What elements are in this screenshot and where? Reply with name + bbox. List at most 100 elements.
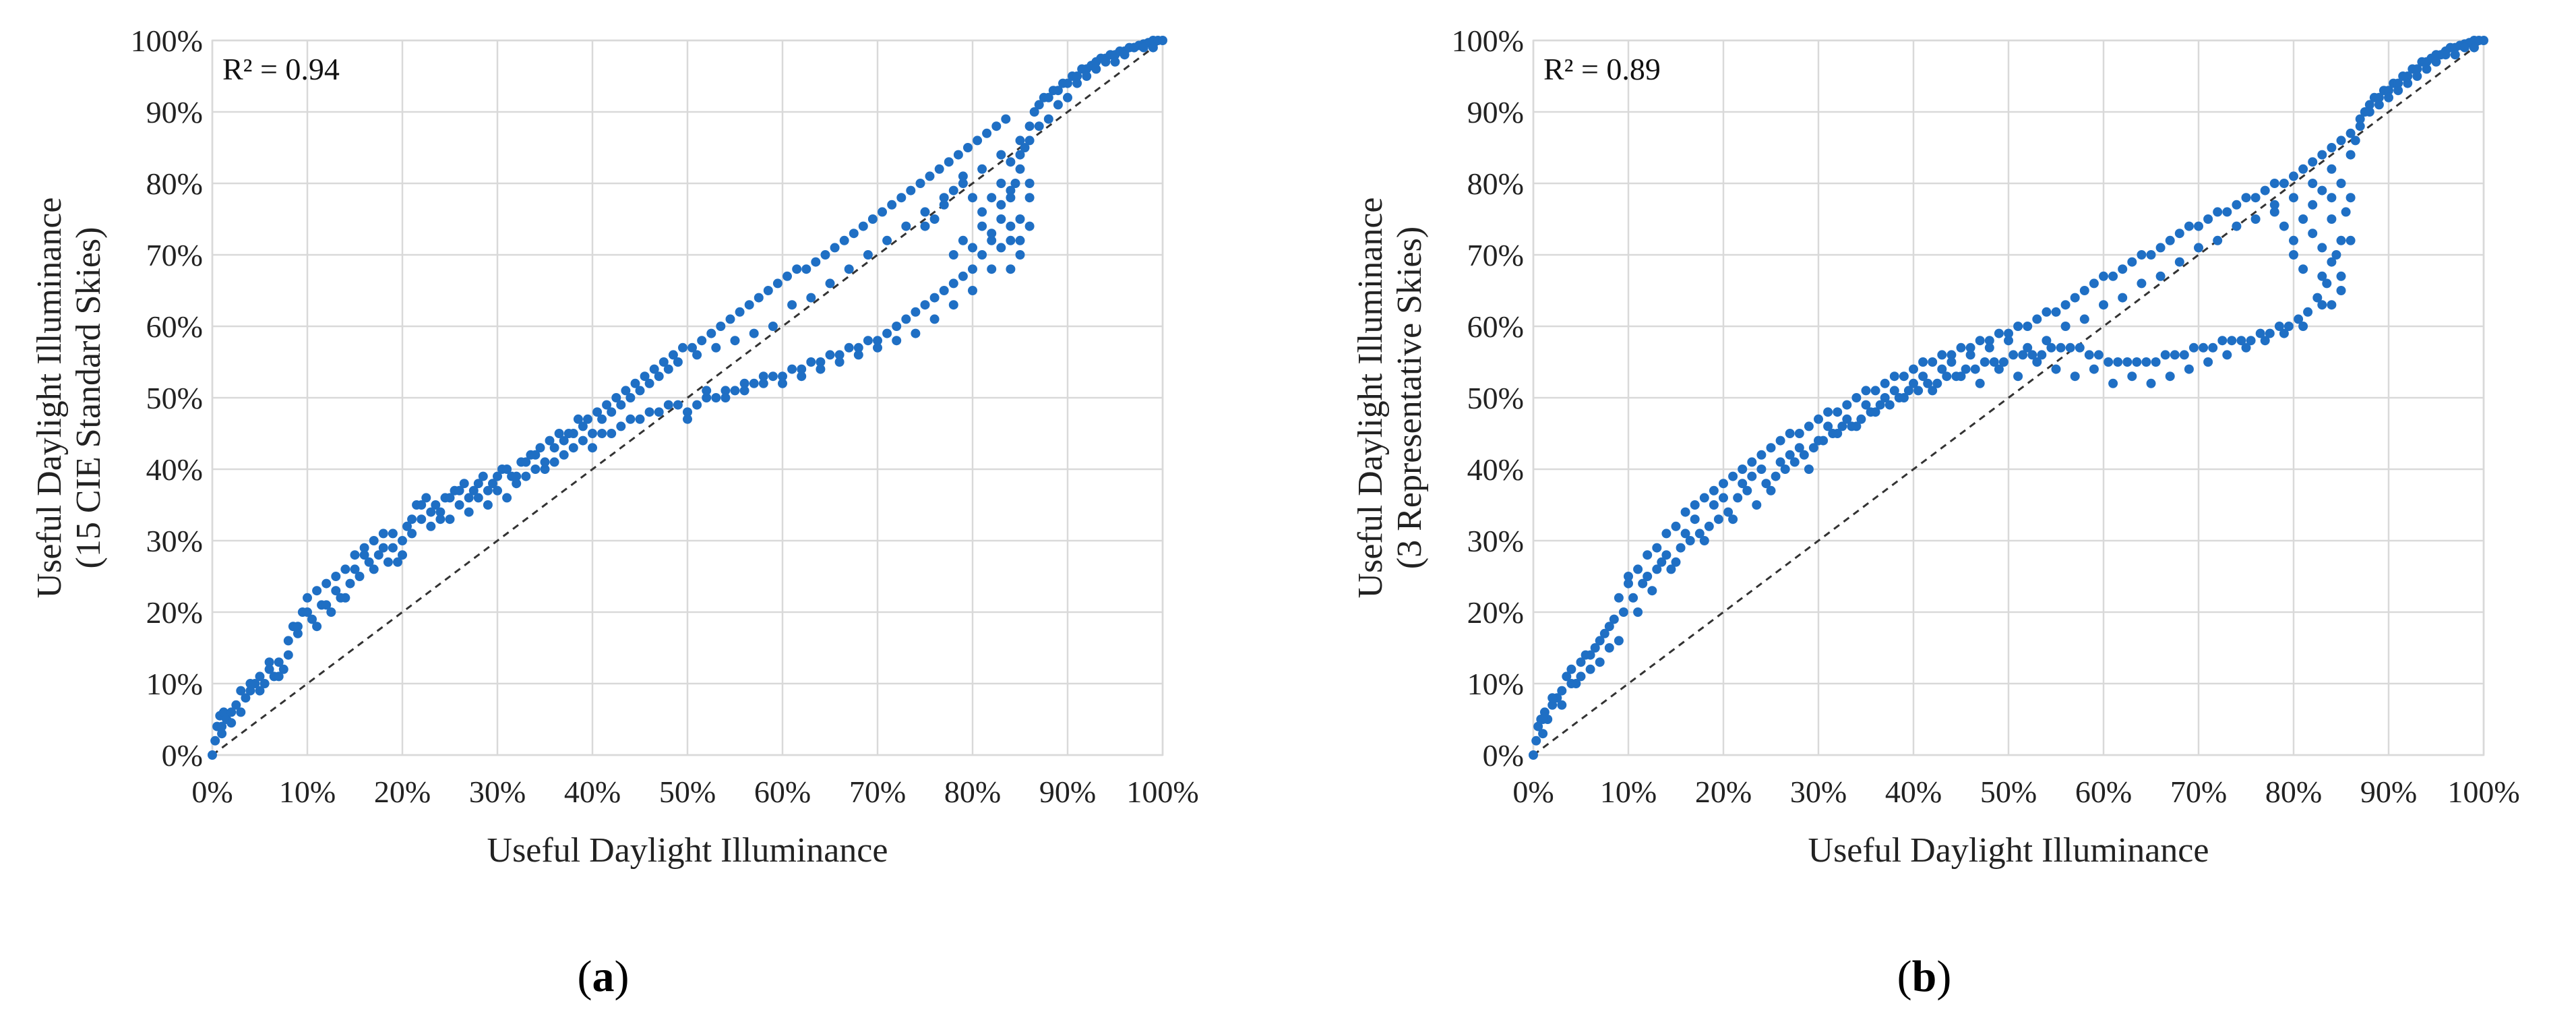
data-point [1965,350,1975,360]
data-point [811,257,821,267]
x-tick-label: 50% [1980,775,2037,809]
data-point [1638,578,1648,589]
x-tick-label: 90% [1039,775,1096,809]
data-point [483,485,493,496]
x-tick-label: 10% [1600,775,1657,809]
data-point [274,657,284,667]
y-tick-label: 70% [146,238,203,272]
data-point [1034,100,1044,110]
data-point [1657,557,1667,567]
data-point [540,457,550,467]
data-point [2298,264,2308,274]
x-tick-label: 40% [1885,775,1942,809]
data-point [2236,336,2246,346]
data-point [359,550,369,560]
data-point [1661,529,1672,539]
x-tick-label: 30% [1790,775,1847,809]
data-point [987,229,997,239]
data-point [1733,493,1743,503]
data-point [911,328,921,338]
data-point [369,536,379,545]
data-point [749,328,759,338]
data-point [1942,371,1952,382]
y-tick-labels-a: 0% 10% 20% 30% 40% 50% 60% 70% 80% 90% 100% [131,24,203,773]
data-point [1538,715,1548,724]
data-point [1903,386,1913,396]
data-point [1609,614,1619,624]
data-point [1799,450,1809,460]
data-point [968,286,977,295]
data-point [948,250,958,260]
data-point [1576,657,1586,667]
data-point [1909,378,1918,388]
y-tick-label: 10% [146,667,203,701]
data-point [2269,200,2279,210]
data-point [1880,378,1890,388]
data-point [2213,207,2223,217]
data-point [2184,364,2194,374]
data-point [1063,78,1072,88]
data-point [654,371,664,382]
data-point [2327,143,2337,152]
data-point [1053,86,1063,96]
data-point [720,386,731,396]
data-point [1814,436,1823,446]
data-point [530,450,541,460]
y-tick-label: 80% [146,167,203,201]
data-point [739,378,749,388]
data-point [2364,107,2374,117]
data-point [1909,364,1918,374]
data-point [607,429,617,438]
data-point [226,718,237,728]
data-point [478,471,488,481]
data-point [431,500,441,510]
data-point [540,464,550,474]
data-point [597,414,607,424]
data-point [663,400,673,410]
data-point [616,400,626,410]
data-point [588,429,597,438]
data-point [816,357,826,367]
data-point [464,493,474,503]
data-point [1624,572,1633,581]
data-point [2070,293,2080,303]
data-point [373,550,384,560]
data-point [687,342,697,353]
x-tick-label: 20% [374,775,431,809]
data-point [217,721,227,731]
data-point [1015,214,1025,224]
data-point [1984,336,1994,346]
data-point [2222,350,2232,360]
data-point [1539,707,1550,717]
data-point [1946,357,1957,367]
data-point [982,128,992,138]
data-point [1747,457,1757,467]
data-point [901,221,911,231]
data-point [1652,564,1662,574]
data-point [1595,657,1605,667]
data-point [321,600,332,610]
data-point [987,193,997,203]
data-point [1024,136,1035,146]
data-point [1766,485,1776,496]
data-point [364,557,374,567]
data-point [2208,342,2218,353]
data-point [2279,179,2289,188]
data-point [1643,572,1653,581]
data-point [2317,150,2327,160]
data-point [702,386,712,396]
data-point [1946,350,1957,360]
data-point [1814,414,1823,424]
data-point [2317,271,2327,281]
data-point [2298,322,2308,331]
data-point [445,493,455,503]
panel-caption-letter-a: a [592,952,615,1001]
data-point [644,378,654,388]
data-point [668,350,678,360]
data-point [1699,493,1709,503]
data-point [407,514,417,524]
data-point [948,278,958,289]
y-tick-label: 70% [1467,238,1524,272]
data-point [2336,136,2346,146]
data-point [1690,500,1700,510]
